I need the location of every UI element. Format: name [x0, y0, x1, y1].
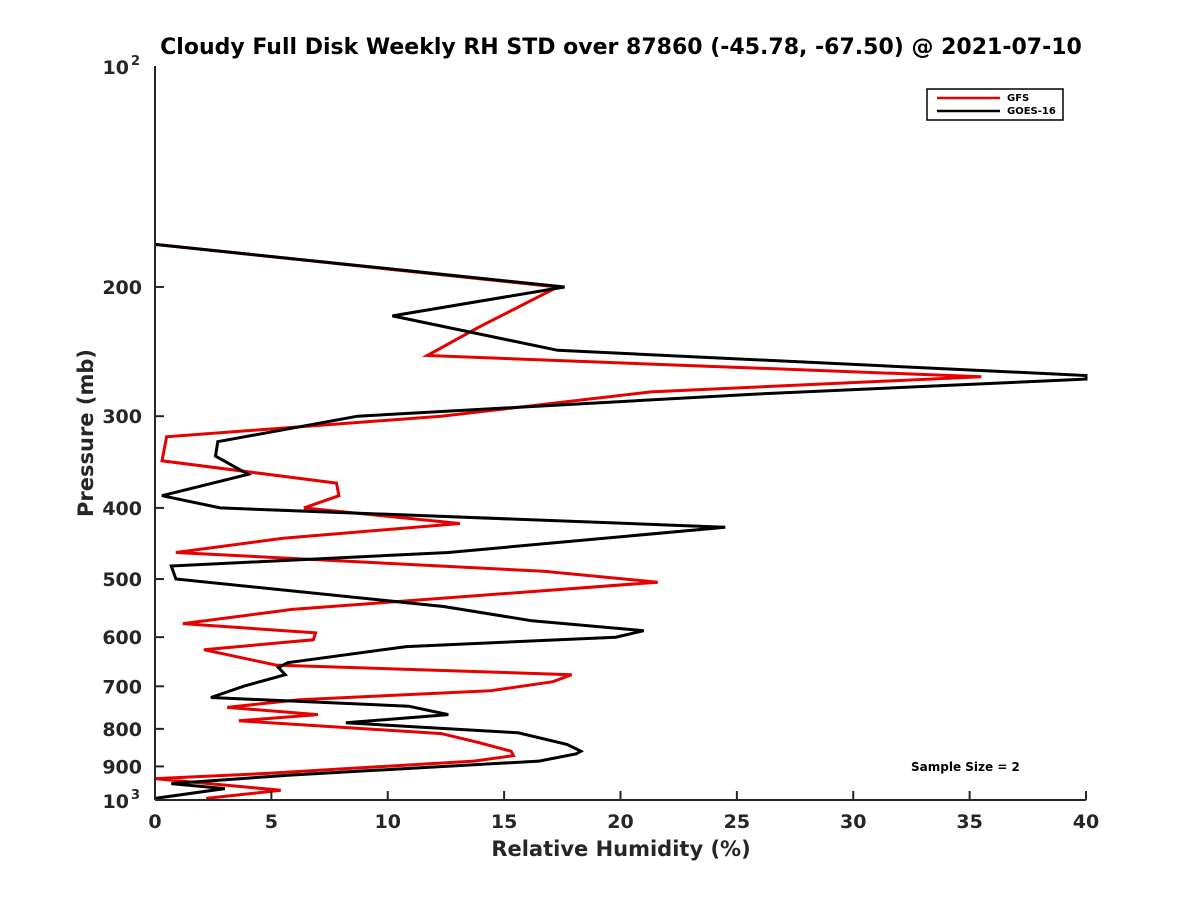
y-tick-label: 10	[103, 57, 129, 79]
y-tick-label: 700	[102, 676, 142, 698]
y-tick-label: 200	[102, 277, 142, 299]
legend-box	[926, 88, 1064, 121]
y-tick-exponent: 2	[131, 54, 140, 69]
x-tick-label: 40	[1073, 811, 1099, 833]
x-tick-label: 10	[375, 811, 401, 833]
y-tick-label: 300	[102, 406, 142, 428]
series-line-gfs	[154, 242, 982, 800]
x-tick-label: 25	[724, 811, 750, 833]
sample-size-annotation: Sample Size = 2	[911, 760, 1020, 774]
legend-label-gfs: GFS	[1007, 93, 1029, 104]
x-tick-label: 35	[956, 811, 982, 833]
y-tick-label: 10	[103, 791, 129, 813]
x-axis-label: Relative Humidity (%)	[491, 837, 750, 861]
legend-label-goes16: GOES-16	[1007, 106, 1056, 117]
chart-title: Cloudy Full Disk Weekly RH STD over 8786…	[160, 35, 1082, 60]
series-line-goes16	[154, 242, 1088, 800]
x-tick-group: 0 5 10 15 20 25 30 35 40	[148, 791, 1099, 833]
y-tick-label: 400	[102, 498, 142, 520]
x-tick-label: 20	[607, 811, 633, 833]
y-axis-label: Pressure (mb)	[74, 349, 98, 517]
y-tick-label: 600	[102, 627, 142, 649]
y-tick-label: 800	[102, 719, 142, 741]
y-tick-exponent: 3	[131, 788, 140, 803]
x-tick-label: 5	[265, 811, 278, 833]
x-tick-label: 0	[148, 811, 161, 833]
x-tick-label: 15	[491, 811, 517, 833]
series-layer	[154, 242, 1088, 800]
legend: GFS GOES-16	[926, 88, 1064, 121]
x-tick-label: 30	[840, 811, 866, 833]
y-tick-label: 900	[102, 756, 142, 778]
plot-area: 0 5 10 15 20 25 30 35 40 200 300 400 500 600 700 800 90…	[102, 54, 1099, 833]
y-tick-label: 500	[102, 569, 142, 591]
